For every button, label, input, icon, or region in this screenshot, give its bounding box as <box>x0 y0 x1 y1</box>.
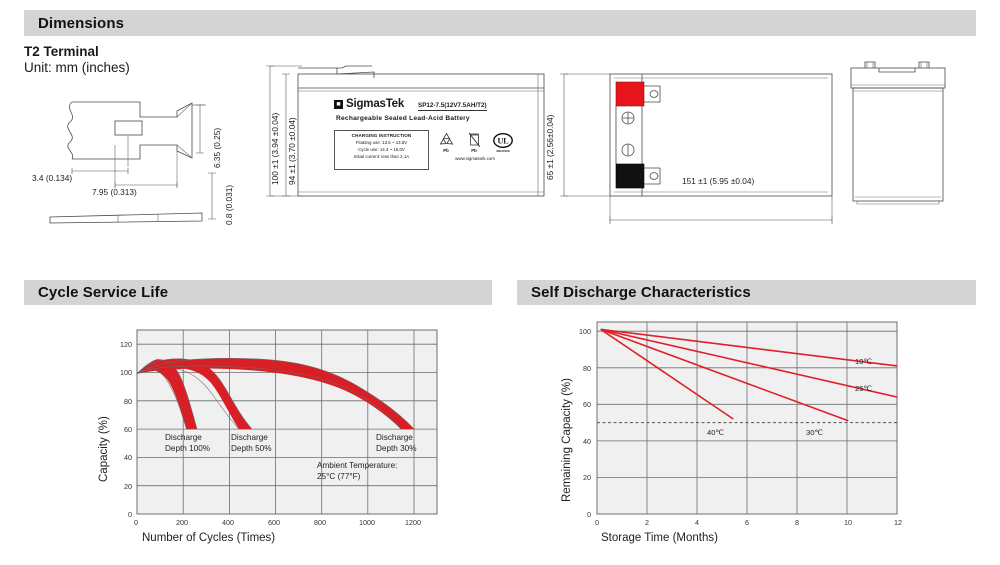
self-discharge-chart-plot <box>596 321 898 515</box>
series-label-25c: 25℃ <box>855 384 872 393</box>
unit-note: Unit: mm (inches) <box>24 60 130 75</box>
cycle-ytick-80: 80 <box>124 397 132 406</box>
self-xtick-6: 6 <box>745 518 749 527</box>
cycle-ytick-20: 20 <box>124 482 132 491</box>
series-line-30c <box>600 328 849 422</box>
self-xtick-12: 12 <box>894 518 902 527</box>
self-xtick-2: 2 <box>645 518 649 527</box>
annotation-dod-100: Discharge Depth 100% <box>165 433 211 454</box>
self-ytick-60: 60 <box>583 400 591 409</box>
section-header-self-discharge: Self Discharge Characteristics <box>517 280 976 305</box>
section-title-cycle-service-life: Cycle Service Life <box>38 284 169 301</box>
battery-top-view-drawing <box>560 73 833 224</box>
ul-caption: MH47928 <box>496 149 510 153</box>
charging-line-current: Initial current: less than 2.1A <box>353 153 410 159</box>
self-xtick-10: 10 <box>844 518 852 527</box>
dim-terminal-width-large: 7.95 (0.313) <box>92 187 137 197</box>
cycle-xtick-1000: 1000 <box>359 518 375 527</box>
charging-line-floating: Floating use: 13.5 ~ 13.8V <box>355 140 408 145</box>
self-ytick-80: 80 <box>583 364 591 373</box>
ul-listed-icon: UL <box>493 132 513 149</box>
self-ytick-100: 100 <box>579 327 591 336</box>
cycle-chart-plot <box>136 329 438 515</box>
series-label-30c: 30℃ <box>806 428 823 437</box>
self-xtick-8: 8 <box>795 518 799 527</box>
dim-terminal-height: 6.35 (0.25) <box>212 127 222 168</box>
ul-mark: UL MH47928 <box>490 132 516 153</box>
battery-front-view-drawing <box>266 65 545 197</box>
charging-line-cycle: Cycle use: 14.4 ~ 15.0V <box>358 146 405 152</box>
self-xtick-4: 4 <box>695 518 699 527</box>
dim-battery-length: 151 ±1 (5.95 ±0.04) <box>682 176 755 186</box>
wheelie-bin-mark: Pb <box>462 132 486 153</box>
model-number: SP12-7.5(12V7.5AH/T2) <box>418 102 487 111</box>
dim-battery-total-height: 100 ±1 (3.94 ±0.04) <box>270 112 280 185</box>
self-discharge-chart: 100 80 60 40 20 0 0 2 4 6 8 10 12 Remain… <box>517 312 976 557</box>
recycle-caption: Pb <box>443 148 449 153</box>
cycle-ytick-60: 60 <box>124 425 132 434</box>
cycle-xtick-200: 200 <box>176 518 188 527</box>
cycle-y-axis-title: Capacity (%) <box>98 416 110 482</box>
self-ytick-0: 0 <box>587 510 591 519</box>
dim-terminal-thickness: 0.8 (0.031) <box>224 184 234 225</box>
section-title-self-discharge: Self Discharge Characteristics <box>531 284 751 301</box>
cycle-xtick-0: 0 <box>134 518 138 527</box>
cycle-xtick-800: 800 <box>314 518 326 527</box>
annotation-ambient-temperature: Ambient Temperature: 25°C (77°F) <box>317 461 398 482</box>
series-label-40c: 40℃ <box>707 428 724 437</box>
series-line-25c <box>600 328 898 398</box>
bin-caption: Pb <box>471 148 477 153</box>
positive-terminal-block <box>615 81 645 107</box>
series-label-10c: 10℃ <box>855 357 872 366</box>
dim-battery-depth: 65 ±1 (2.56±0.04) <box>545 114 555 180</box>
series-line-40c <box>600 328 734 420</box>
section-title-dimensions: Dimensions <box>38 14 125 32</box>
recycle-icon <box>439 132 453 145</box>
negative-polarity-icon <box>621 143 635 157</box>
charging-instruction-box: CHARGING INSTRUCTION Floating use: 13.5 … <box>334 130 429 170</box>
recycle-mark: Pb <box>434 132 458 153</box>
brand-name: SigmasTek <box>346 98 405 110</box>
cycle-ytick-0: 0 <box>128 510 132 519</box>
label-subtitle: Rechargeable Sealed Lead-Acid Battery <box>336 115 470 122</box>
annotation-dod-50: Discharge Depth 50% <box>231 433 272 454</box>
battery-side-view-drawing <box>850 61 946 205</box>
self-xtick-0: 0 <box>595 518 599 527</box>
product-label: ■ SigmasTek SP12-7.5(12V7.5AH/T2) Rechar… <box>330 98 520 184</box>
section-header-dimensions: Dimensions <box>24 10 976 36</box>
charging-title: CHARGING INSTRUCTION <box>351 133 412 138</box>
cycle-service-life-chart: 120 100 80 60 40 20 0 0 200 400 600 800 … <box>24 312 492 557</box>
cycle-xtick-600: 600 <box>268 518 280 527</box>
crossed-bin-icon <box>468 132 480 148</box>
section-header-cycle-service-life: Cycle Service Life <box>24 280 492 305</box>
annotation-dod-30: Discharge Depth 30% <box>376 433 417 454</box>
t2-terminal-title: T2 Terminal <box>24 44 99 59</box>
dim-battery-case-height: 94 ±1 (3.70 ±0.04) <box>287 117 297 185</box>
self-x-axis-title: Storage Time (Months) <box>601 532 718 544</box>
label-url: www.sigmastek.com <box>455 156 495 161</box>
self-ytick-40: 40 <box>583 437 591 446</box>
self-y-axis-title: Remaining Capacity (%) <box>561 378 573 502</box>
dim-terminal-width-small: 3.4 (0.134) <box>32 173 73 183</box>
positive-polarity-icon <box>621 111 635 125</box>
cycle-x-axis-title: Number of Cycles (Times) <box>142 532 276 544</box>
cycle-ytick-40: 40 <box>124 453 132 462</box>
cycle-xtick-400: 400 <box>222 518 234 527</box>
cycle-xtick-1200: 1200 <box>405 518 421 527</box>
cycle-ytick-120: 120 <box>120 340 132 349</box>
series-line-10c <box>600 328 898 367</box>
svg-text:UL: UL <box>497 137 508 146</box>
negative-terminal-block <box>615 163 645 189</box>
t2-terminal-drawing <box>49 101 216 224</box>
cycle-ytick-100: 100 <box>120 368 132 377</box>
self-ytick-20: 20 <box>583 473 591 482</box>
sigmastek-logo-icon: ■ <box>334 99 343 109</box>
